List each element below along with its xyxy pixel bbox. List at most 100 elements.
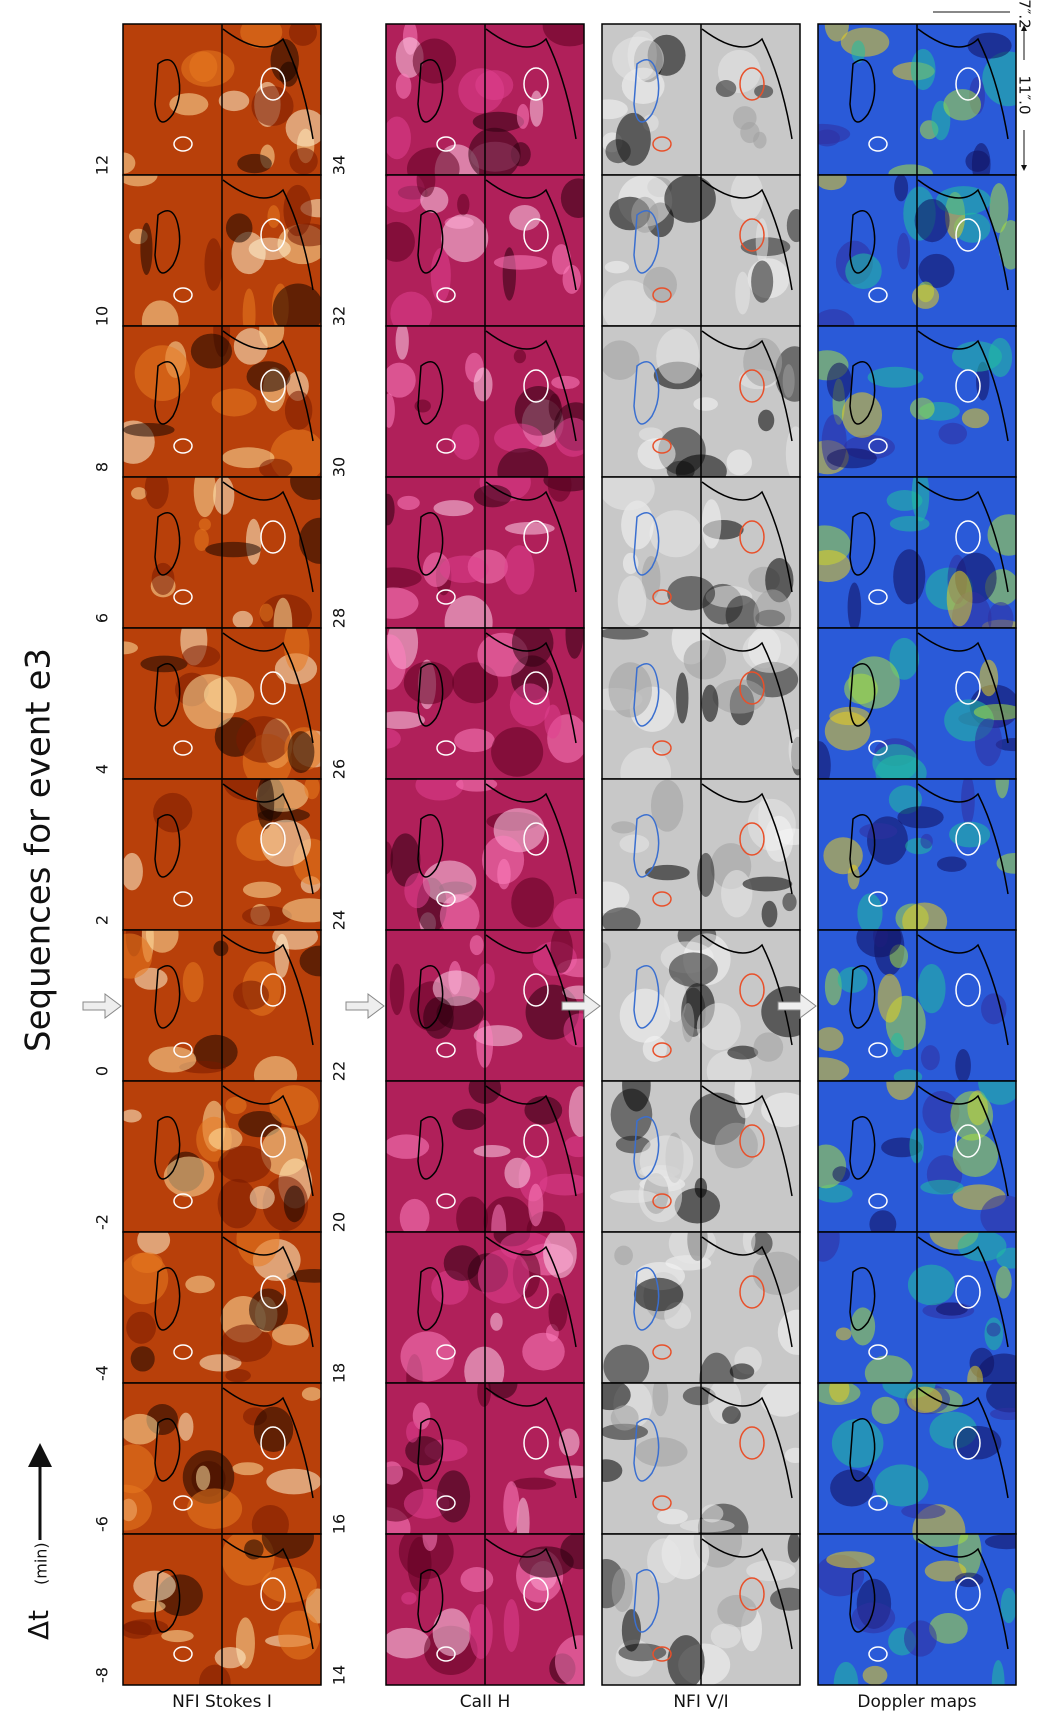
texture: [743, 629, 799, 673]
texture: [366, 567, 421, 588]
tile: [364, 1368, 595, 1551]
texture: [645, 865, 690, 880]
texture: [620, 989, 670, 1043]
tile: [112, 305, 326, 483]
texture: [135, 345, 190, 401]
texture: [539, 1174, 590, 1196]
event-arrow: [346, 994, 384, 1018]
texture: [378, 222, 415, 262]
texture: [962, 408, 989, 428]
texture: [605, 261, 629, 274]
time-label: 32: [330, 306, 349, 326]
texture: [374, 634, 406, 689]
texture: [762, 901, 778, 928]
tile: [587, 1514, 808, 1688]
texture: [921, 1045, 940, 1070]
tile: [812, 1369, 1033, 1558]
texture: [548, 1293, 567, 1331]
tile: [799, 467, 1030, 646]
texture: [243, 882, 281, 898]
texture: [911, 49, 936, 90]
time-label: -8: [93, 1667, 112, 1683]
texture: [640, 1135, 693, 1186]
texture: [952, 341, 1002, 372]
texture: [504, 1158, 530, 1189]
texture: [758, 797, 770, 836]
texture: [815, 1027, 844, 1051]
tile: [602, 1218, 817, 1406]
time-label: 10: [93, 306, 112, 326]
texture: [596, 942, 611, 968]
texture: [598, 627, 648, 639]
texture: [199, 518, 211, 530]
tile: [100, 1383, 322, 1544]
tile: [111, 16, 326, 175]
texture: [778, 1310, 817, 1355]
texture: [302, 1387, 322, 1401]
texture: [397, 496, 419, 510]
texture: [288, 731, 315, 773]
tile: [366, 462, 595, 649]
texture: [470, 935, 484, 955]
texture: [643, 1036, 667, 1062]
texture: [715, 1123, 758, 1169]
texture: [131, 1600, 165, 1613]
texture: [121, 1109, 142, 1122]
texture: [382, 1628, 430, 1659]
texture: [893, 549, 925, 604]
texture: [904, 1620, 937, 1656]
texture: [477, 963, 494, 993]
texture: [949, 822, 990, 848]
texture: [697, 1003, 741, 1050]
texture: [458, 68, 504, 113]
texture: [701, 1504, 724, 1522]
texture: [647, 1538, 681, 1583]
texture: [1001, 1588, 1017, 1623]
texture: [232, 1462, 263, 1475]
time-label: 2: [93, 915, 112, 925]
texture: [503, 247, 516, 300]
texture: [250, 1186, 275, 1209]
texture: [890, 1033, 904, 1057]
texture: [289, 19, 317, 46]
texture: [512, 1478, 556, 1490]
texture: [514, 349, 526, 363]
texture: [140, 223, 152, 275]
texture: [121, 1621, 152, 1639]
texture: [433, 500, 473, 516]
texture: [468, 128, 520, 180]
texture: [657, 1509, 688, 1525]
texture: [788, 1532, 801, 1562]
texture: [383, 363, 416, 398]
tile: [118, 164, 340, 342]
texture: [901, 1504, 945, 1519]
texture: [196, 1466, 210, 1491]
tile: [123, 462, 341, 651]
texture: [992, 1660, 1005, 1707]
texture: [431, 248, 451, 303]
texture: [848, 583, 862, 632]
texture: [786, 426, 806, 480]
texture: [947, 571, 973, 627]
tile: [795, 7, 1035, 185]
texture: [713, 679, 766, 714]
tile: [815, 1525, 1028, 1707]
texture: [383, 393, 395, 428]
texture: [226, 213, 253, 242]
texture: [383, 117, 411, 160]
texture: [236, 716, 290, 763]
texture: [368, 587, 418, 618]
texture: [550, 926, 572, 973]
texture: [246, 519, 261, 565]
texture: [300, 946, 340, 977]
tile: [382, 1522, 605, 1688]
panel-label: NFI Stokes I: [172, 1692, 272, 1712]
texture: [783, 364, 795, 398]
texture: [509, 205, 540, 231]
texture: [406, 1421, 419, 1442]
figure: Sequences for event e3 Δt (min) 7″.2 11″…: [0, 0, 1045, 1717]
texture: [611, 821, 636, 833]
texture: [875, 1464, 929, 1506]
texture: [131, 1346, 155, 1371]
texture: [251, 86, 293, 126]
